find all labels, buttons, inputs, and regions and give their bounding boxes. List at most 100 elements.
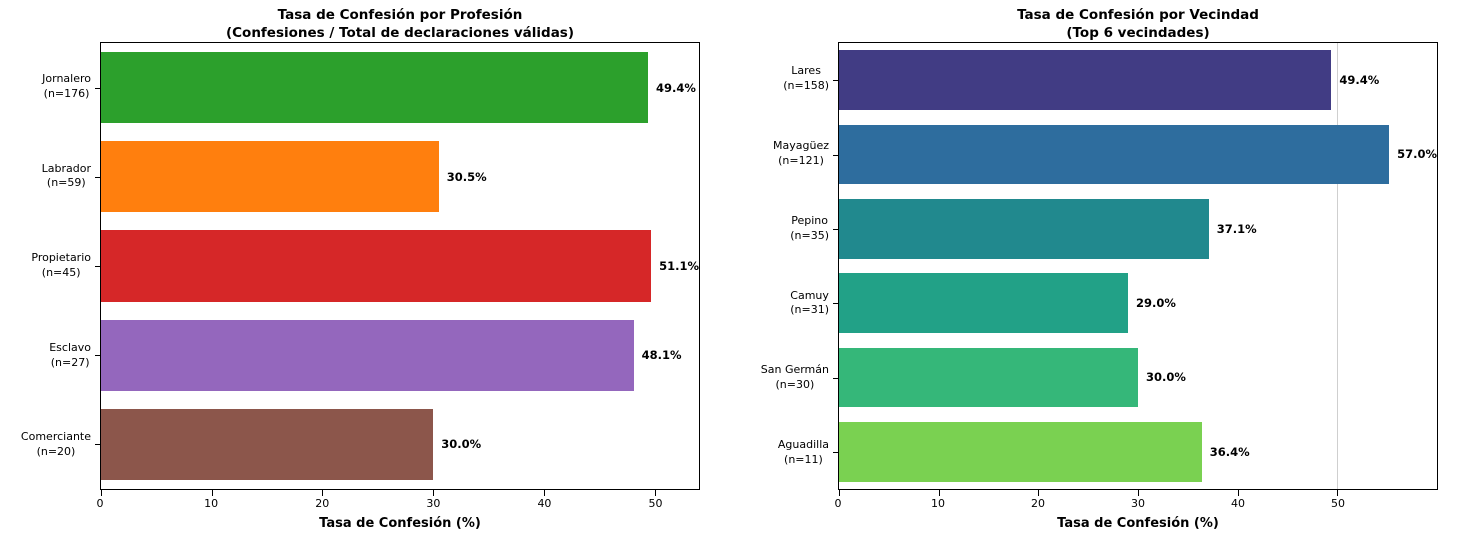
x-tick-label: 0	[834, 497, 842, 510]
bar-value-label: 51.1%	[659, 259, 699, 273]
y-axis-labels: Lares (n=158) Mayagüez (n=121) Pepino (n=35) C…	[738, 42, 838, 490]
x-tick-mark	[433, 490, 435, 496]
x-tick-label: 50	[648, 497, 663, 510]
y-tick-mark	[833, 228, 838, 230]
y-tick-mark	[95, 444, 100, 446]
y-tick-label-text: Lares (n=158)	[783, 64, 829, 94]
category-label: Camuy	[790, 288, 829, 302]
y-tick-label: San Germán (n=30)	[738, 341, 838, 416]
x-tick-label: 0	[96, 497, 104, 510]
category-label: Pepino	[791, 213, 828, 227]
y-tick-label-text: Aguadilla (n=11)	[778, 438, 829, 468]
count-label: (n=45)	[41, 265, 81, 279]
bar-row: 29.0%	[839, 266, 1437, 340]
x-tick-label: 40	[1231, 497, 1245, 510]
y-tick-label: Camuy (n=31)	[738, 266, 838, 341]
count-label: (n=59)	[46, 176, 86, 190]
count-label: (n=158)	[783, 79, 829, 93]
y-tick-label: Labrador (n=59)	[0, 132, 100, 222]
bar	[839, 347, 1138, 408]
bar-value-label: 30.5%	[446, 169, 487, 184]
y-tick-mark	[833, 303, 838, 305]
bar-value-label: 49.4%	[1339, 73, 1380, 88]
bar	[101, 230, 652, 302]
bar	[839, 50, 1332, 110]
bar-value-label: 49.4%	[656, 80, 696, 95]
count-label: (n=20)	[36, 445, 76, 459]
y-tick-label: Mayagüez (n=121)	[738, 117, 838, 192]
x-tick-mark	[543, 490, 545, 496]
x-tick-mark	[322, 490, 324, 496]
chart-title-block: Tasa de Confesión por Vecindad (Top 6 ve…	[838, 7, 1438, 42]
y-tick-label: Esclavo (n=27)	[0, 311, 100, 401]
y-tick-label: Aguadilla (n=11)	[738, 415, 838, 490]
x-tick-label: 20	[315, 497, 330, 510]
y-tick-label: Lares (n=158)	[738, 42, 838, 117]
x-tick-label: 10	[931, 497, 945, 510]
bar-row: 30.0%	[101, 400, 699, 489]
y-tick-mark	[95, 266, 100, 267]
count-label: (n=35)	[790, 228, 829, 242]
count-label: (n=30)	[775, 378, 815, 392]
chart-confession-by-profession: Tasa de Confesión por Profesión (Confesi…	[0, 7, 700, 531]
x-axis-title: Tasa de Confesión (%)	[319, 516, 481, 531]
y-tick-mark	[833, 80, 838, 82]
bar	[101, 408, 434, 481]
bar	[839, 273, 1129, 333]
x-tick-label: 20	[1031, 497, 1045, 510]
x-tick-label: 30	[426, 497, 441, 510]
category-label: Mayagüez	[773, 139, 829, 153]
x-axis-title: Tasa de Confesión (%)	[1057, 516, 1219, 531]
plot-area: 49.4% 57.0% 37.1% 29.0% 30.0% 36.4%	[833, 42, 1438, 496]
bar-value-label: 37.1%	[1216, 221, 1257, 236]
chart-title: Tasa de Confesión por Vecindad	[1017, 7, 1259, 23]
category-label: Esclavo	[49, 340, 91, 354]
x-tick-label: 50	[1331, 497, 1345, 510]
y-tick-label-text: Labrador (n=59)	[42, 162, 91, 192]
chart-title-block: Tasa de Confesión por Profesión (Confesi…	[100, 7, 700, 42]
y-tick-label: Pepino (n=35)	[738, 191, 838, 266]
x-tick-label: 10	[204, 497, 219, 510]
y-tick-mark	[95, 355, 100, 357]
count-label: (n=121)	[778, 154, 824, 167]
gridline-x	[1337, 43, 1339, 489]
x-tick-mark	[211, 490, 213, 496]
bar-row: 57.0%	[839, 117, 1437, 191]
x-tick-mark	[654, 490, 656, 496]
x-axis: 0 10 20 30 40 50	[834, 497, 1438, 511]
count-label: (n=11)	[784, 452, 823, 466]
count-label: (n=31)	[790, 303, 829, 317]
category-label: Comerciante	[20, 430, 91, 444]
x-tick-label: 30	[1131, 497, 1145, 510]
y-tick-label-text: Pepino (n=35)	[790, 214, 829, 244]
bar	[839, 422, 1202, 482]
y-tick-mark	[833, 377, 838, 379]
plot-area: 49.4% 30.5% 51.1% 48.1% 30.0%	[95, 42, 700, 496]
x-tick-mark	[1237, 490, 1239, 496]
chart-title: Tasa de Confesión por Profesión	[277, 7, 523, 23]
y-tick-mark	[95, 87, 100, 89]
bar-row: 30.5%	[101, 132, 699, 221]
y-tick-label: Comerciante (n=20)	[0, 400, 100, 490]
category-label: Propietario	[31, 251, 91, 265]
category-label: Aguadilla	[777, 437, 829, 451]
bar	[101, 319, 634, 391]
bar-row: 30.0%	[839, 340, 1437, 414]
bar	[101, 51, 649, 124]
y-tick-mark	[833, 451, 838, 453]
bar	[839, 124, 1390, 185]
y-tick-label: Propietario (n=45)	[0, 221, 100, 311]
bar-row: 51.1%	[101, 221, 699, 310]
y-tick-label-text: San Germán (n=30)	[761, 363, 829, 393]
bar-row: 36.4%	[839, 415, 1437, 489]
bar-value-label: 57.0%	[1397, 147, 1437, 162]
x-axis: 0 10 20 30 40 50	[96, 497, 700, 511]
chart-subtitle: (Confesiones / Total de declaraciones vá…	[225, 24, 575, 41]
chart-subtitle: (Top 6 vecindades)	[1066, 24, 1210, 41]
y-tick-label-text: Propietario (n=45)	[31, 251, 91, 281]
category-label: San Germán	[760, 363, 829, 377]
category-label: Lares	[791, 64, 821, 78]
y-tick-mark	[95, 176, 100, 178]
bar-value-label: 30.0%	[1146, 370, 1186, 385]
